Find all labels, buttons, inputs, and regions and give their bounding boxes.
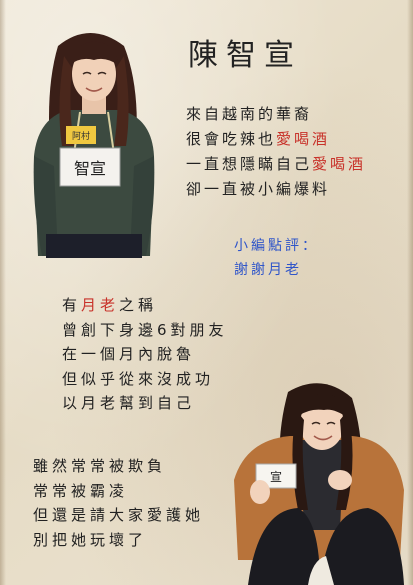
story-block-1: 有月老之稱 曾創下身邊6對朋友 在一個月內脫魯 但似乎從來沒成功 以月老幫到自己 xyxy=(62,293,228,416)
intro-block: 來自越南的華裔 很會吃辣也愛喝酒 一直想隱瞞自己愛喝酒 卻一直被小編爆料 xyxy=(186,102,366,202)
story-block-2: 雖然常常被欺負 常常被霸凌 但還是請大家愛護她 別把她玩壞了 xyxy=(33,454,204,552)
intro-line-4: 卻一直被小編爆料 xyxy=(186,180,331,198)
intro-line-2-text: 很會吃辣也 xyxy=(186,130,277,148)
photo2-card-text: 宣 xyxy=(270,469,282,484)
story2-line-2: 常常被霸凌 xyxy=(33,481,129,500)
intro-line-2-highlight: 愛喝酒 xyxy=(276,130,331,148)
page-title: 陳智宣 xyxy=(188,38,302,73)
story1-line-1-highlight: 月老 xyxy=(81,296,120,314)
story1-line-1-c: 之稱 xyxy=(119,296,158,314)
sitting-photo: 宣 xyxy=(234,383,404,585)
story1-line-1: 有月老之稱 xyxy=(62,293,228,318)
editor-comment-text: 謝謝月老 xyxy=(234,262,302,278)
story1-line-1-a: 有 xyxy=(62,296,82,314)
story1-line-4: 但似乎從來沒成功 xyxy=(62,369,215,388)
intro-line-2: 很會吃辣也愛喝酒 xyxy=(186,127,366,152)
photo1-badge-text: 智宣 xyxy=(74,159,106,178)
story2-line-1: 雖然常常被欺負 xyxy=(33,457,167,475)
paper-edge-right xyxy=(407,0,413,585)
editor-comment: 小編點評： 謝謝月老 xyxy=(234,234,319,282)
intro-line-3: 一直想隱瞞自己愛喝酒 xyxy=(186,152,366,177)
photo1-tag-text: 阿村 xyxy=(72,130,90,142)
story1-line-2: 曾創下身邊6對朋友 xyxy=(62,320,228,339)
story2-line-3: 但還是請大家愛護她 xyxy=(33,506,205,524)
story2-line-4: 別把她玩壞了 xyxy=(33,530,148,549)
portrait-photo: 阿村 智宣 xyxy=(33,33,155,258)
intro-line-3-text: 一直想隱瞞自己 xyxy=(186,155,313,173)
story1-line-3: 在一個月內脫魯 xyxy=(62,345,196,363)
story1-line-5: 以月老幫到自己 xyxy=(62,394,196,412)
intro-line-3-highlight: 愛喝酒 xyxy=(312,155,367,173)
editor-comment-label: 小編點評： xyxy=(234,238,319,254)
intro-line-1: 來自越南的華裔 xyxy=(186,105,313,123)
paper-edge-left xyxy=(0,0,6,585)
